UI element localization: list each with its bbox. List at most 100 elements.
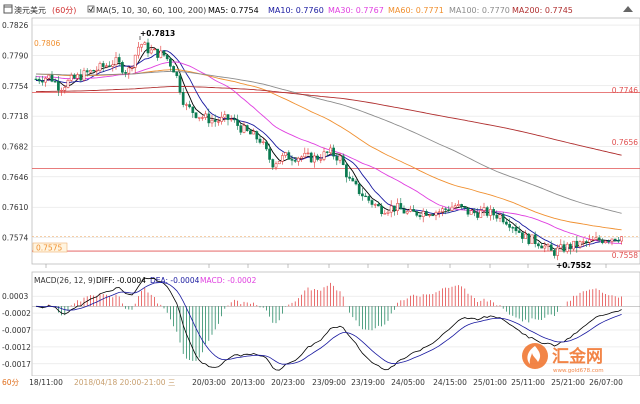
candle bbox=[597, 235, 601, 243]
candle-body bbox=[73, 75, 76, 79]
macd-dea-value: DEA: -0.0004 bbox=[150, 276, 200, 285]
candle bbox=[325, 151, 329, 157]
candle-body bbox=[585, 241, 588, 243]
low-annotation: +0.7552 bbox=[556, 261, 591, 270]
ma10-line bbox=[36, 50, 622, 249]
time-label: 23/19:00 bbox=[351, 378, 385, 387]
macd-tick-label: -0.0002 bbox=[2, 309, 31, 318]
candle bbox=[258, 134, 262, 145]
ma-spec: MA(5, 10, 30, 60, 100, 200) bbox=[96, 6, 206, 15]
candle-body bbox=[85, 70, 89, 73]
candle-body bbox=[428, 214, 431, 217]
candle bbox=[76, 72, 79, 81]
candle-body bbox=[569, 243, 572, 250]
candle-body bbox=[380, 205, 383, 215]
candle-body bbox=[242, 125, 246, 133]
price-tick-label: 0.7610 bbox=[2, 203, 28, 212]
candle-body bbox=[575, 240, 579, 248]
candle bbox=[117, 53, 121, 66]
candle bbox=[300, 155, 303, 162]
candle bbox=[527, 232, 531, 246]
candle bbox=[249, 128, 252, 135]
candle-body bbox=[290, 159, 294, 161]
candle-body bbox=[236, 119, 239, 126]
candle-body bbox=[265, 141, 268, 150]
macd-tick-label: -0.0012 bbox=[2, 343, 31, 352]
candle-body bbox=[332, 147, 335, 157]
candle bbox=[92, 69, 95, 72]
candle bbox=[495, 210, 499, 222]
candle-body bbox=[492, 209, 495, 216]
candle-body bbox=[63, 87, 67, 91]
candle bbox=[511, 225, 515, 234]
candle bbox=[479, 205, 483, 219]
candle bbox=[399, 197, 403, 210]
candle bbox=[351, 175, 355, 182]
candle-body bbox=[213, 119, 217, 122]
candle bbox=[281, 152, 284, 165]
candle-body bbox=[277, 161, 281, 165]
candle bbox=[517, 225, 521, 234]
candle-body bbox=[175, 71, 179, 76]
candle-body bbox=[524, 233, 527, 239]
candle-body bbox=[553, 250, 556, 256]
candle bbox=[121, 60, 124, 75]
candle bbox=[489, 205, 492, 221]
candle-body bbox=[530, 234, 534, 244]
candle-body bbox=[396, 203, 399, 211]
candle bbox=[386, 210, 390, 216]
candle bbox=[284, 151, 287, 158]
time-label: 25/21:00 bbox=[551, 378, 585, 387]
collapse-icon[interactable] bbox=[623, 6, 633, 12]
candle-body bbox=[460, 204, 463, 207]
candle-body bbox=[549, 244, 553, 251]
candle bbox=[319, 154, 323, 164]
candle bbox=[236, 114, 239, 130]
candle bbox=[108, 61, 111, 68]
level-label-mid: 0.7656 bbox=[612, 138, 638, 147]
candle bbox=[335, 153, 339, 166]
candle bbox=[149, 44, 153, 55]
candle-body bbox=[293, 160, 297, 162]
candle bbox=[428, 214, 431, 218]
candle-body bbox=[239, 125, 243, 133]
candle-body bbox=[66, 80, 70, 88]
candle bbox=[437, 208, 441, 218]
candle bbox=[255, 130, 259, 143]
ma100-value: MA100: 0.7770 bbox=[449, 6, 510, 15]
candle-body bbox=[373, 204, 377, 206]
candle bbox=[101, 60, 105, 72]
candle bbox=[537, 242, 540, 249]
macd-tick-label: 0.0003 bbox=[2, 292, 28, 301]
candle bbox=[396, 198, 399, 216]
candle bbox=[543, 241, 547, 253]
candle bbox=[181, 87, 185, 108]
ma-legend: 澳元美元 (60分) MA(5, 10, 30, 60, 100, 200) M… bbox=[0, 0, 640, 18]
candle-body bbox=[412, 209, 415, 212]
candle-body bbox=[300, 156, 303, 159]
candle bbox=[261, 138, 265, 145]
ma-toggle-checkbox[interactable] bbox=[87, 5, 95, 13]
candle bbox=[415, 210, 419, 218]
svg-text:0.7575: 0.7575 bbox=[36, 244, 62, 253]
candle bbox=[572, 240, 575, 251]
candle bbox=[50, 71, 54, 83]
right-level-labels: 0.7746 0.7656 0.7558 bbox=[612, 86, 638, 260]
candle-body bbox=[178, 75, 182, 93]
candle-body bbox=[313, 155, 316, 163]
candle bbox=[165, 54, 169, 61]
candle bbox=[197, 117, 201, 122]
candle-body bbox=[149, 49, 153, 54]
candle bbox=[169, 57, 172, 72]
candle-body bbox=[53, 81, 57, 83]
candle-body bbox=[271, 159, 275, 168]
price-tick-label: 0.7574 bbox=[2, 234, 28, 243]
candle bbox=[114, 51, 118, 70]
candle bbox=[41, 75, 44, 86]
candle bbox=[460, 203, 463, 210]
candle bbox=[620, 236, 623, 245]
candle-body bbox=[204, 113, 207, 118]
candle bbox=[146, 38, 150, 58]
candle bbox=[441, 206, 444, 217]
